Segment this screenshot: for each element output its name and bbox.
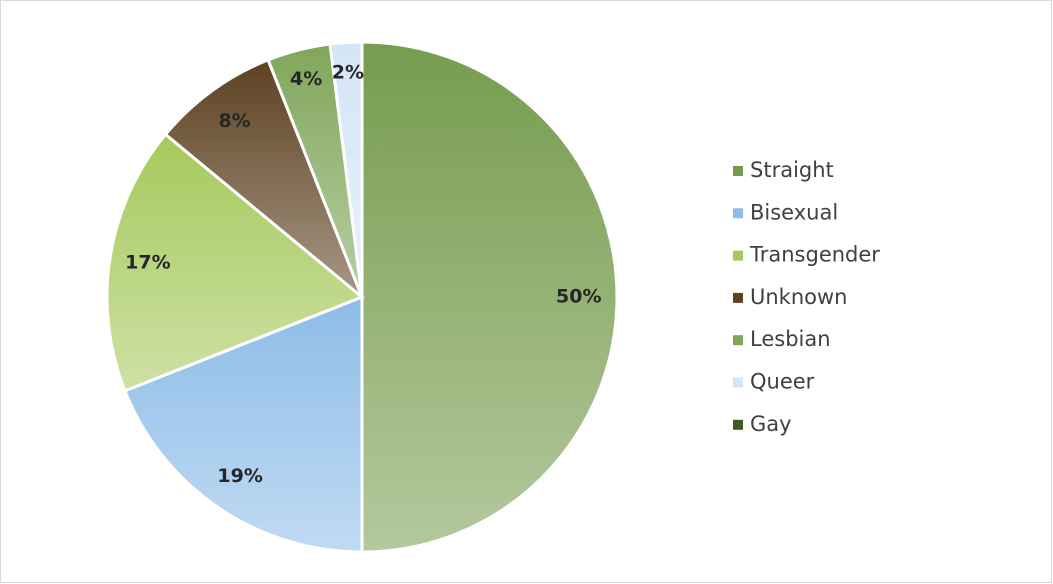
data-label: 19% xyxy=(217,465,262,487)
data-label: 4% xyxy=(290,68,322,90)
legend-swatch xyxy=(733,419,743,430)
legend-swatch xyxy=(733,208,743,219)
data-label: 8% xyxy=(218,110,250,132)
legend-swatch xyxy=(733,250,743,261)
data-label: 2% xyxy=(332,62,364,84)
legend-label: Transgender xyxy=(749,243,880,267)
legend-swatch xyxy=(733,166,743,176)
legend-swatch xyxy=(733,335,743,346)
legend-label: Gay xyxy=(750,412,792,436)
data-label: 17% xyxy=(125,252,170,274)
legend-label: Unknown xyxy=(750,285,847,309)
legend-label: Straight xyxy=(750,158,834,182)
legend-label: Lesbian xyxy=(750,327,831,351)
legend-label: Bisexual xyxy=(750,200,838,224)
legend-label: Queer xyxy=(750,370,815,394)
legend-swatch xyxy=(733,377,743,388)
data-label: 50% xyxy=(556,286,601,308)
legend-swatch xyxy=(733,292,743,303)
